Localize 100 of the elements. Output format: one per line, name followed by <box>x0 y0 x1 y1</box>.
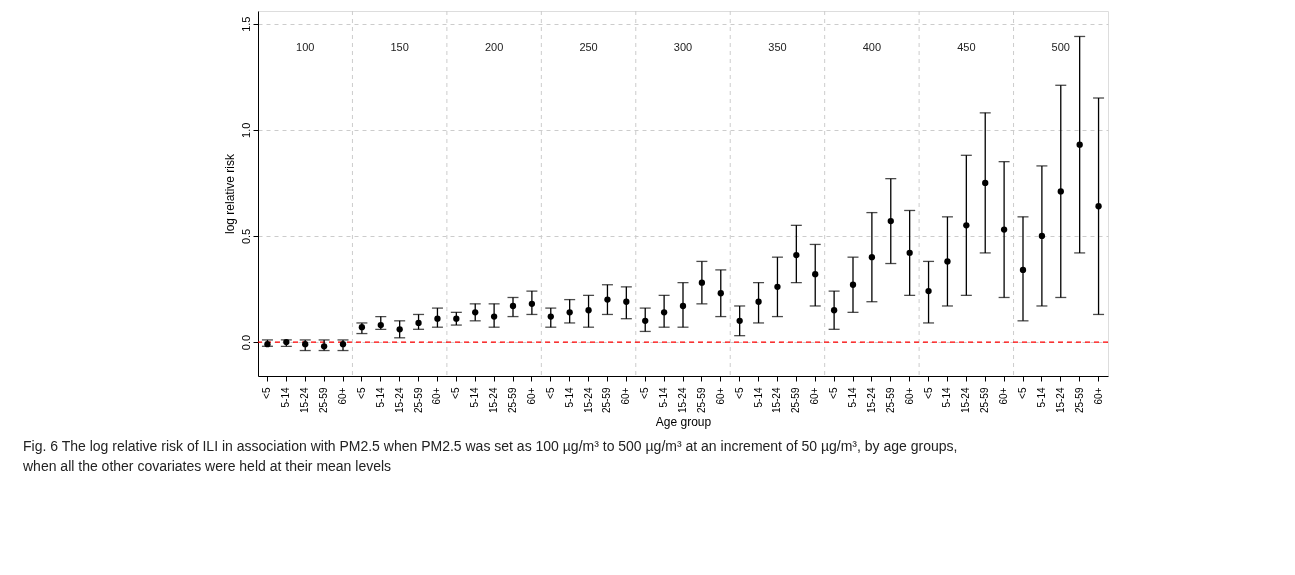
point <box>1076 141 1083 148</box>
annotation: 450 <box>957 40 976 53</box>
x-tick-label: 25-59 <box>1073 387 1085 414</box>
x-tick-label: 15-24 <box>677 387 688 414</box>
point <box>377 321 384 329</box>
x-tick-label: 15-24 <box>299 387 311 414</box>
x-tick-label: 60+ <box>337 387 348 405</box>
x-tick-label: 60+ <box>525 387 537 405</box>
point <box>963 222 970 229</box>
point <box>1019 266 1027 274</box>
point <box>698 279 706 286</box>
x-tick-label: 25-59 <box>412 387 424 414</box>
point <box>755 298 762 305</box>
annotation: 350 <box>768 40 787 53</box>
point <box>547 313 554 320</box>
point <box>302 341 309 348</box>
x-tick-label: 60+ <box>903 387 915 405</box>
point <box>906 249 913 257</box>
point <box>1038 232 1046 240</box>
x-tick-label: 5-14 <box>280 387 292 408</box>
x-tick-label: 60+ <box>809 387 821 405</box>
point <box>434 315 441 322</box>
caption: Fig. 6 The log relative risk of ILI in association with PM2.5 when PM2.5 was set as 100 µg/m³ to 500 µg/m³ at an increment of 50 µg/m³, by age groups, when all the other covariates were held at their mean levels <box>22 437 958 474</box>
x-tick-label: 5-14 <box>469 387 481 408</box>
x-tick-label: 60+ <box>1092 387 1104 405</box>
annotation: 500 <box>1051 40 1070 53</box>
point <box>944 258 951 265</box>
point <box>1057 188 1064 195</box>
x-tick-label: <5 <box>1017 387 1028 399</box>
point <box>320 343 328 350</box>
point <box>868 254 876 261</box>
y-axis-title: log relative risk <box>222 152 237 235</box>
point <box>849 281 857 288</box>
x-tick-label: 60+ <box>714 387 726 405</box>
point <box>717 290 724 297</box>
point <box>566 309 573 316</box>
point <box>982 179 989 187</box>
annotation: 300 <box>673 40 693 53</box>
x-tick-label: 25-59 <box>695 387 707 414</box>
x-tick-label: 15-24 <box>771 387 783 414</box>
point <box>793 251 800 259</box>
x-tick-label: 5-14 <box>941 387 953 408</box>
point <box>585 307 592 314</box>
x-tick-label: <5 <box>922 387 934 399</box>
point <box>415 319 422 327</box>
x-tick-label: 15-24 <box>393 387 405 414</box>
point <box>453 315 460 322</box>
x-tick-label: 60+ <box>620 387 632 405</box>
point <box>358 324 366 331</box>
x-tick-label: <5 <box>450 387 462 399</box>
annotation: 200 <box>484 40 504 53</box>
point <box>604 296 611 303</box>
annotation: 400 <box>862 40 882 53</box>
point <box>642 317 649 324</box>
y-tick-label: 0.0 <box>239 334 252 351</box>
point <box>509 302 517 310</box>
x-tick-label: <5 <box>355 387 367 399</box>
x-tick-label: 5-14 <box>563 387 575 408</box>
x-tick-label: 5-14 <box>1035 387 1047 408</box>
x-tick-label: 5-14 <box>658 387 670 408</box>
x-tick-label: 25-59 <box>790 387 802 414</box>
x-tick-label: 15-24 <box>1054 387 1066 414</box>
point <box>623 298 630 305</box>
x-tick-label: 5-14 <box>374 387 386 408</box>
point <box>1095 203 1102 210</box>
y-tick-label: 0.5 <box>239 228 252 245</box>
x-tick-label: 25-59 <box>507 387 518 414</box>
annotation: 250 <box>579 40 598 53</box>
point <box>774 283 781 291</box>
point <box>660 309 668 316</box>
point <box>472 309 479 316</box>
point <box>528 300 536 307</box>
x-tick-label: 5-14 <box>847 387 858 408</box>
point <box>887 217 894 225</box>
x-tick-label: <5 <box>733 387 745 399</box>
point <box>830 307 838 314</box>
x-axis-title: Age group <box>655 415 712 430</box>
annotation: 100 <box>296 40 315 53</box>
x-tick-label: 5-14 <box>752 387 764 408</box>
x-tick-label: 25-59 <box>601 387 613 414</box>
x-tick-label: 25-59 <box>318 387 330 414</box>
x-tick-label: 15-24 <box>960 387 972 414</box>
x-tick-label: 25-59 <box>979 387 991 414</box>
y-tick-label: 1.0 <box>239 122 252 138</box>
point <box>925 287 932 295</box>
x-tick-label: 25-59 <box>884 387 896 414</box>
point <box>1000 226 1008 233</box>
x-tick-label: <5 <box>639 387 651 399</box>
x-tick-label: 60+ <box>431 387 443 405</box>
x-tick-label: <5 <box>828 387 840 399</box>
x-tick-label: 15-24 <box>488 387 500 414</box>
annotation: 150 <box>390 40 409 53</box>
point <box>396 326 403 333</box>
x-tick-label: 15-24 <box>582 387 594 414</box>
point <box>339 341 347 348</box>
point <box>490 313 498 320</box>
point <box>812 270 819 278</box>
point <box>679 302 687 310</box>
y-tick-label: 1.5 <box>239 16 252 32</box>
x-tick-label: <5 <box>544 387 556 399</box>
